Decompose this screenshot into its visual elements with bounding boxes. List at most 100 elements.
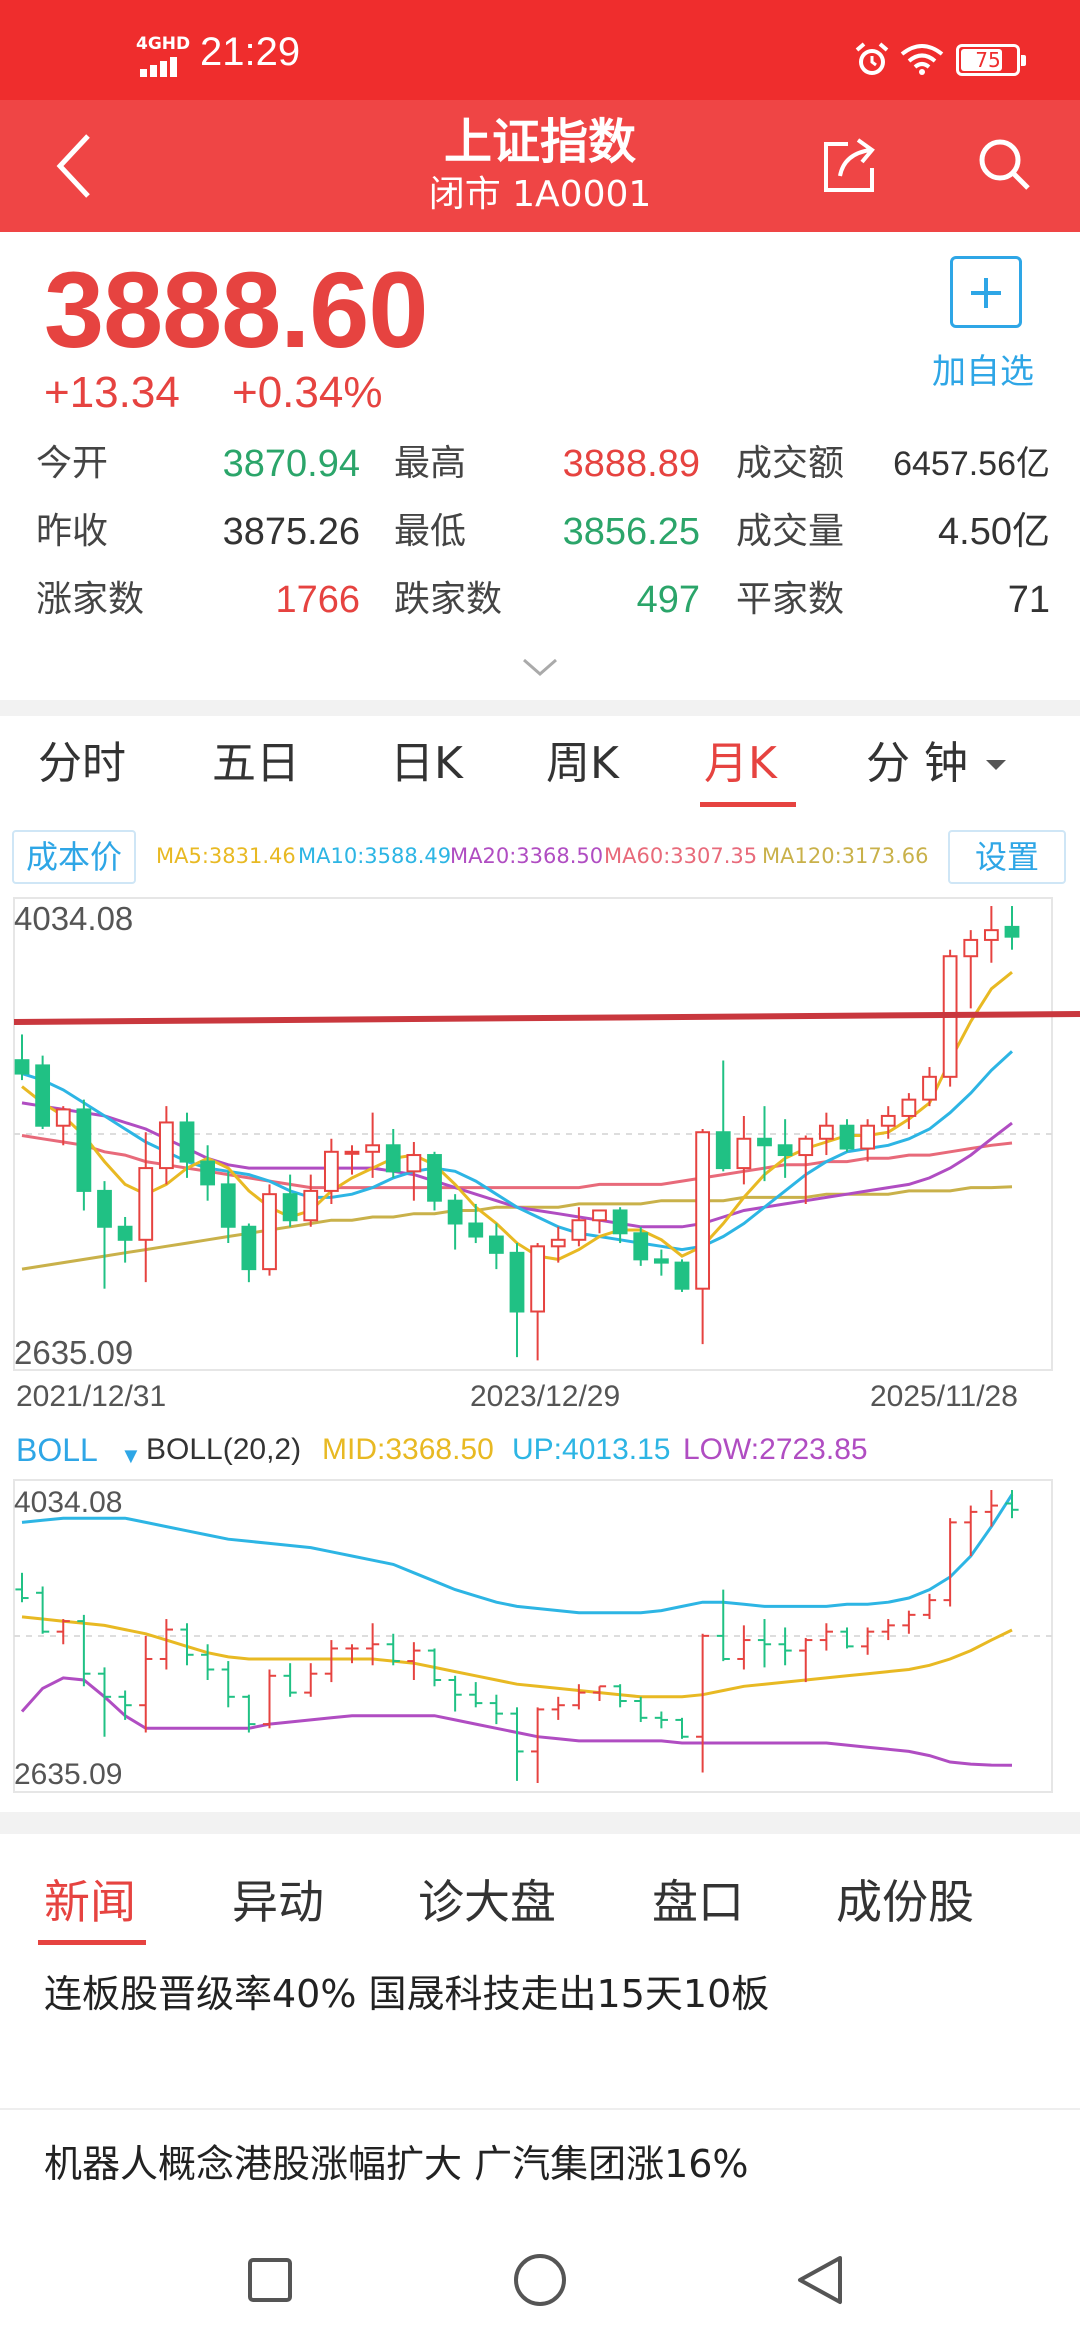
candle-down xyxy=(179,1121,195,1163)
ma120-label: MA120:3173.66 xyxy=(762,844,929,868)
candle-up xyxy=(55,1108,71,1127)
tab-monthly-k[interactable]: 月K xyxy=(704,738,777,789)
x-tick-label: 2025/11/28 xyxy=(870,1380,1018,1413)
candle-up xyxy=(880,1114,896,1127)
candle-down xyxy=(76,1108,92,1192)
tab-minute[interactable]: 分 钟 xyxy=(866,738,968,789)
tab-news[interactable]: 新闻 xyxy=(44,1875,136,1929)
boll-mid: MID:3368.50 xyxy=(322,1433,494,1466)
settings-button[interactable]: 设置 xyxy=(948,830,1066,884)
kline-chart[interactable]: 4034.08 2635.09 2021/12/31 2023/12/29 20… xyxy=(0,892,1080,1417)
page-subtitle: 闭市 1A0001 xyxy=(428,174,652,215)
status-bar: 4GHD 21:29 75 xyxy=(0,0,1080,100)
stat-value: 3875.26 xyxy=(222,511,360,553)
candle-down xyxy=(241,1225,257,1271)
tab-five-day[interactable]: 五日 xyxy=(212,738,300,789)
boll-chart[interactable]: 4034.08 2635.09 xyxy=(0,1476,1080,1796)
news-item[interactable]: 连板股晋级率40% 国晟科技走出15天10板 xyxy=(44,1972,770,2016)
network-type: 4GHD xyxy=(136,34,191,54)
chevron-down-icon[interactable] xyxy=(520,656,560,680)
stat-label: 成交量 xyxy=(736,511,845,552)
stat-label: 今开 xyxy=(36,443,109,484)
home-icon[interactable] xyxy=(510,2250,570,2310)
boll-params: BOLL(20,2) xyxy=(146,1433,302,1466)
last-price: 3888.60 xyxy=(44,249,428,370)
tab-weekly-k[interactable]: 周K xyxy=(546,738,619,789)
candles xyxy=(14,906,1020,1361)
tab-daily-k[interactable]: 日K xyxy=(390,738,463,789)
search-icon[interactable] xyxy=(972,132,1036,196)
candle-down xyxy=(633,1232,649,1261)
stat-value: 1766 xyxy=(275,579,360,621)
ohlc-bars xyxy=(15,1490,1019,1783)
candle-up xyxy=(406,1154,422,1173)
tab-movement[interactable]: 异动 xyxy=(232,1875,324,1929)
ma60-label: MA60:3307.35 xyxy=(604,844,758,868)
cost-price-button[interactable]: 成本价 xyxy=(12,830,136,884)
candle-up xyxy=(262,1193,277,1271)
news-item[interactable]: 机器人概念港股涨幅扩大 广汽集团涨16% xyxy=(44,2142,749,2186)
dropdown-caret-icon[interactable] xyxy=(986,760,1006,770)
candle-down xyxy=(612,1209,628,1235)
signal-icon xyxy=(140,57,177,77)
candle-down xyxy=(839,1124,855,1150)
candle-down xyxy=(509,1251,525,1313)
battery-percent: 75 xyxy=(975,48,1001,72)
section-divider xyxy=(0,700,1080,716)
indicator-selector[interactable]: BOLL xyxy=(16,1432,98,1468)
caret-down-icon[interactable]: ▼ xyxy=(120,1443,142,1468)
add-watchlist-label[interactable]: 加自选 xyxy=(932,352,1034,392)
candle-up xyxy=(695,1131,711,1290)
candle-up xyxy=(303,1189,319,1222)
candle-up xyxy=(818,1124,834,1140)
boll-up-line xyxy=(21,1493,1014,1615)
y-min-label: 2635.09 xyxy=(14,1334,133,1371)
candle-down xyxy=(385,1144,401,1173)
back-nav-icon[interactable] xyxy=(790,2250,850,2310)
tab-intraday[interactable]: 分时 xyxy=(38,738,126,789)
candle-down xyxy=(653,1258,669,1264)
price-change-percent: +0.34% xyxy=(232,368,383,417)
quote-panel: 3888.60 +13.34 +0.34% 加自选 今开 3870.94 最高 … xyxy=(0,232,1080,700)
candle-down xyxy=(282,1193,298,1222)
candle-up xyxy=(550,1238,566,1248)
recents-icon[interactable] xyxy=(240,2250,300,2310)
news-divider xyxy=(0,2108,1080,2110)
candle-down xyxy=(468,1222,484,1238)
back-icon[interactable] xyxy=(48,128,104,204)
active-tab-indicator xyxy=(700,802,796,807)
x-tick-label: 2021/12/31 xyxy=(16,1380,166,1413)
stat-label: 成交额 xyxy=(736,443,845,484)
tab-order-book[interactable]: 盘口 xyxy=(652,1875,744,1929)
share-icon[interactable] xyxy=(818,134,882,198)
battery-level xyxy=(961,49,1002,71)
battery-icon: 75 xyxy=(956,44,1026,76)
candle-down xyxy=(488,1235,504,1254)
candle-down xyxy=(200,1160,216,1186)
add-watchlist-button[interactable] xyxy=(950,256,1022,328)
candle-up xyxy=(798,1137,814,1157)
candle-down xyxy=(35,1064,51,1127)
candle-up xyxy=(592,1209,607,1222)
candle-down xyxy=(447,1199,463,1225)
y-max-label: 4034.08 xyxy=(14,900,133,937)
tab-constituents[interactable]: 成份股 xyxy=(836,1875,974,1929)
price-change: +13.34 xyxy=(44,368,180,417)
candle-up xyxy=(983,929,999,941)
stat-label: 最低 xyxy=(394,511,467,552)
tab-diagnosis[interactable]: 诊大盘 xyxy=(418,1875,556,1929)
candle-down xyxy=(757,1137,772,1147)
ma-legend: 成本价 MA5:3831.46 MA10:3588.49 MA20:3368.5… xyxy=(0,826,1080,886)
page-title: 上证指数 xyxy=(443,114,636,170)
period-tabs: 分时 五日 日K 周K 月K 分 钟 xyxy=(0,716,1080,816)
trend-line[interactable] xyxy=(13,1011,1080,1025)
boll-legend: BOLL ▼ BOLL(20,2) MID:3368.50 UP:4013.15… xyxy=(0,1424,1080,1474)
stat-value: 4.50亿 xyxy=(938,511,1050,553)
active-tab-indicator xyxy=(38,1940,146,1945)
candle-down xyxy=(777,1144,793,1157)
candle-up xyxy=(860,1124,876,1150)
title-bar: 上证指数 闭市 1A0001 xyxy=(0,100,1080,232)
stat-value: 497 xyxy=(636,579,700,621)
system-nav-bar xyxy=(0,2220,1080,2340)
x-tick-label: 2023/12/29 xyxy=(470,1380,620,1413)
